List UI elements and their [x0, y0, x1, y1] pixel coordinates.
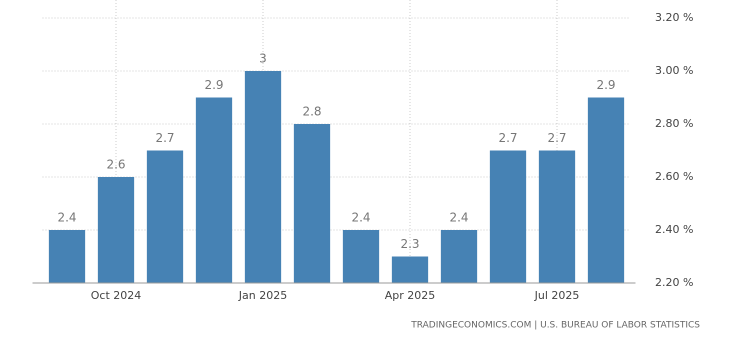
bar [489, 150, 527, 283]
value-label: 2.4 [351, 211, 370, 225]
source: TRADINGECONOMICS.COM | U.S. BUREAU OF LA… [410, 321, 700, 331]
value-label: 2.7 [155, 131, 174, 145]
bar [195, 97, 233, 283]
x-tick-label: Apr 2025 [385, 289, 436, 302]
bar [538, 150, 576, 283]
y-tick-label: 2.60 % [655, 170, 693, 183]
value-label: 2.9 [596, 78, 615, 92]
bar [440, 230, 478, 283]
value-label: 2.9 [204, 78, 223, 92]
x-tick-label: Jul 2025 [534, 289, 580, 302]
value-label: 2.4 [57, 211, 76, 225]
bar [146, 150, 184, 283]
bar [587, 97, 625, 283]
bar [48, 230, 86, 283]
value-label: 3 [259, 52, 267, 66]
y-tick-label: 2.20 % [655, 276, 693, 289]
y-tick-label: 3.20 % [655, 11, 693, 24]
value-label: 2.6 [106, 158, 125, 172]
y-tick-label: 2.40 % [655, 223, 693, 236]
bar [391, 256, 429, 283]
y-tick-label: 3.00 % [655, 64, 693, 77]
bar [97, 177, 135, 283]
bar [293, 124, 331, 283]
value-label: 2.7 [547, 131, 566, 145]
value-label: 2.3 [400, 237, 419, 251]
x-tick-label: Oct 2024 [91, 289, 142, 302]
value-label: 2.4 [449, 211, 468, 225]
bar [244, 71, 282, 283]
y-tick-label: 2.80 % [655, 117, 693, 130]
value-label: 2.7 [498, 131, 517, 145]
bar [342, 230, 380, 283]
x-tick-label: Jan 2025 [238, 289, 287, 302]
value-label: 2.8 [302, 105, 321, 119]
